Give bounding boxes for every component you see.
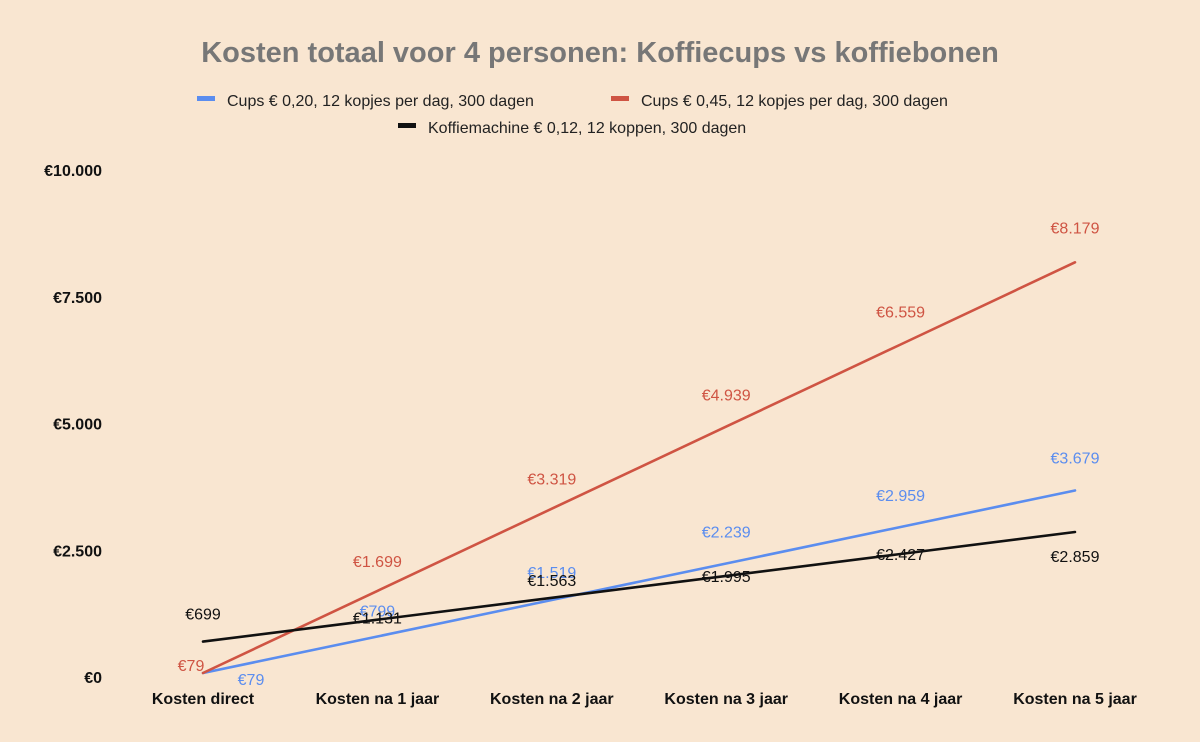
- chart-title: Kosten totaal voor 4 personen: Koffiecup…: [201, 37, 999, 69]
- series-line-cups-020: [201, 489, 1077, 675]
- legend-label: Cups € 0,45, 12 kopjes per dag, 300 dage…: [641, 93, 948, 110]
- data-label: €1.131: [353, 611, 402, 628]
- data-label: €3.319: [527, 472, 576, 489]
- legend-label: Cups € 0,20, 12 kopjes per dag, 300 dage…: [227, 93, 534, 110]
- data-labels: €79 €799 €1.519 €2.239 €2.959 €3.679 €79 €1.699…: [178, 220, 1100, 689]
- data-label: €2.239: [702, 524, 751, 541]
- data-label: €8.179: [1051, 220, 1100, 237]
- data-label: €4.939: [702, 388, 751, 405]
- legend-swatch: [398, 123, 416, 128]
- x-tick-label: Kosten na 4 jaar: [839, 691, 963, 708]
- y-tick-label: €5.000: [53, 417, 102, 434]
- x-tick-label: Kosten na 2 jaar: [490, 691, 614, 708]
- legend-item-koffiemachine: Koffiemachine € 0,12, 12 koppen, 300 dag…: [398, 120, 746, 137]
- data-label: €79: [238, 672, 265, 689]
- data-label: €3.679: [1051, 450, 1100, 467]
- series-line-koffiemachine: [201, 530, 1077, 643]
- legend: Cups € 0,20, 12 kopjes per dag, 300 dage…: [197, 93, 948, 137]
- x-tick-label: Kosten direct: [152, 691, 255, 708]
- data-label: €1.519: [527, 565, 576, 582]
- x-tick-label: Kosten na 5 jaar: [1013, 691, 1137, 708]
- legend-item-cups-045: Cups € 0,45, 12 kopjes per dag, 300 dage…: [611, 93, 948, 110]
- legend-swatch: [197, 96, 215, 101]
- data-label: €2.859: [1051, 549, 1100, 566]
- data-label: €79: [178, 658, 205, 675]
- data-label: €799: [360, 603, 396, 620]
- data-label: €2.427: [876, 547, 925, 564]
- series-line-cups-045: [201, 260, 1077, 675]
- x-tick-label: Kosten na 1 jaar: [316, 691, 440, 708]
- data-label: €1.699: [353, 554, 402, 571]
- data-label: €1.563: [527, 573, 576, 590]
- x-tick-label: Kosten na 3 jaar: [664, 691, 788, 708]
- data-label: €2.959: [876, 488, 925, 505]
- legend-swatch: [611, 96, 629, 101]
- legend-item-cups-020: Cups € 0,20, 12 kopjes per dag, 300 dage…: [197, 93, 534, 110]
- y-tick-label: €0: [84, 670, 102, 687]
- x-axis: Kosten direct Kosten na 1 jaar Kosten na 2…: [152, 691, 1137, 708]
- data-label: €6.559: [876, 304, 925, 321]
- series-layer: [201, 260, 1077, 675]
- legend-label: Koffiemachine € 0,12, 12 koppen, 300 dag…: [428, 120, 746, 137]
- y-axis: €0 €2.500 €5.000 €7.500 €10.000: [44, 163, 102, 687]
- y-tick-label: €10.000: [44, 163, 102, 180]
- data-label: €1.995: [702, 569, 751, 586]
- y-tick-label: €7.500: [53, 290, 102, 307]
- data-label: €699: [185, 607, 221, 624]
- y-tick-label: €2.500: [53, 543, 102, 560]
